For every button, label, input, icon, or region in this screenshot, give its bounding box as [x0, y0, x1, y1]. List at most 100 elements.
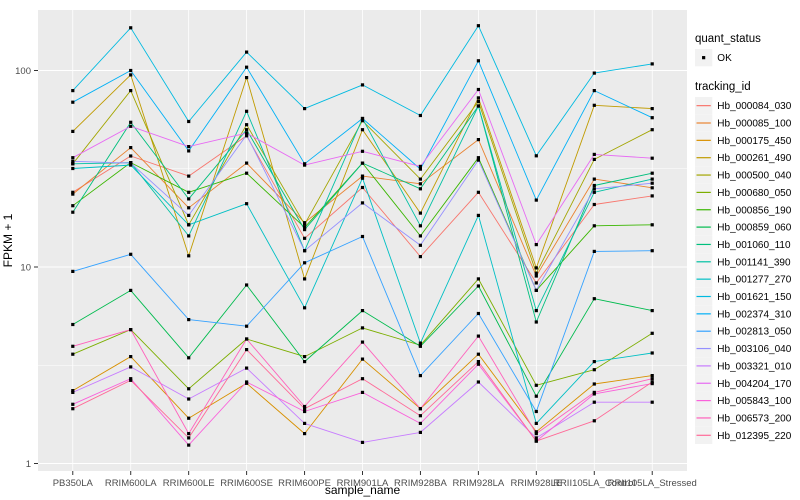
data-point — [534, 266, 538, 270]
data-point — [592, 157, 596, 161]
data-point — [360, 234, 365, 239]
data-point — [303, 261, 307, 265]
data-point — [303, 163, 307, 167]
data-point — [534, 394, 538, 398]
data-point — [360, 119, 365, 123]
data-point — [534, 288, 538, 292]
legend-item-ok: OK — [717, 53, 732, 64]
data-point — [71, 407, 75, 411]
data-point — [418, 211, 422, 215]
data-point — [476, 352, 480, 356]
data-point — [476, 24, 480, 28]
data-point — [650, 62, 654, 66]
data-point — [187, 397, 191, 401]
data-point — [360, 83, 365, 87]
legend-marker-icon — [702, 56, 706, 60]
x-tick-label: RRIM928LE — [510, 478, 562, 489]
data-point — [303, 432, 307, 436]
data-point — [534, 198, 538, 202]
data-point — [187, 223, 191, 227]
data-point — [245, 109, 249, 113]
data-point — [534, 439, 538, 443]
data-point — [245, 202, 249, 206]
data-point — [418, 113, 422, 118]
data-point — [187, 174, 191, 178]
data-point — [360, 116, 365, 121]
data-point — [476, 213, 480, 217]
data-point — [534, 309, 538, 313]
data-point — [187, 432, 191, 436]
data-point — [245, 133, 249, 137]
data-point — [71, 156, 75, 160]
x-tick-label: RRIM600LE — [163, 478, 215, 489]
data-point — [245, 50, 249, 54]
x-tick-label: RRIM600LA — [105, 478, 157, 489]
data-point — [360, 161, 365, 165]
data-point — [476, 334, 480, 338]
data-point — [360, 309, 365, 313]
data-point — [592, 183, 596, 188]
data-point — [187, 356, 191, 360]
legend-item-Hb_001060_110: Hb_001060_110 — [717, 240, 791, 251]
data-point — [303, 407, 307, 411]
data-point — [71, 402, 75, 406]
legend-item-Hb_000084_030: Hb_000084_030 — [717, 101, 791, 112]
data-point — [303, 225, 307, 229]
data-point — [476, 138, 480, 142]
data-point — [592, 297, 596, 301]
legend-item-Hb_006573_200: Hb_006573_200 — [717, 413, 791, 424]
data-point — [650, 177, 654, 181]
data-point — [418, 177, 422, 181]
data-point — [245, 283, 249, 287]
x-tick-label: RRIM600SE — [220, 478, 273, 489]
data-point — [650, 309, 654, 313]
data-point — [129, 120, 133, 124]
data-point — [71, 204, 75, 208]
data-point — [360, 357, 365, 361]
data-point — [476, 104, 480, 108]
legend-item-Hb_002374_310: Hb_002374_310 — [717, 309, 791, 320]
data-point — [71, 344, 75, 348]
data-point — [592, 249, 596, 253]
data-point — [245, 123, 249, 127]
data-point — [650, 223, 654, 227]
data-point — [187, 206, 191, 210]
data-point — [245, 337, 249, 341]
data-point — [303, 277, 307, 281]
data-point — [592, 360, 596, 364]
data-point — [476, 311, 480, 316]
data-point — [476, 59, 480, 63]
data-point — [476, 99, 480, 104]
data-point — [245, 366, 249, 370]
data-point — [534, 409, 538, 414]
legend-item-Hb_000680_050: Hb_000680_050 — [717, 188, 791, 199]
legend-item-Hb_003321_010: Hb_003321_010 — [717, 361, 791, 372]
data-point — [592, 152, 596, 156]
data-point — [129, 124, 133, 128]
x-tick-label: RRIM928BA — [394, 478, 447, 489]
data-point — [129, 163, 133, 167]
data-point — [303, 360, 307, 364]
legend-item-Hb_000261_490: Hb_000261_490 — [717, 153, 791, 164]
data-point — [592, 202, 596, 207]
x-tick-label: PB350LA — [53, 478, 94, 489]
data-point — [418, 414, 422, 418]
data-point — [418, 430, 422, 434]
data-point — [360, 377, 365, 381]
data-point — [476, 87, 480, 92]
data-point — [476, 156, 480, 160]
data-point — [476, 362, 480, 366]
data-point — [71, 352, 75, 356]
data-point — [360, 390, 365, 394]
data-point — [303, 306, 307, 310]
data-point — [650, 249, 654, 253]
data-point — [476, 158, 480, 162]
data-point — [129, 73, 133, 77]
data-point — [71, 159, 75, 163]
data-point — [187, 443, 191, 447]
data-point — [187, 416, 191, 420]
data-point — [418, 182, 422, 186]
data-point — [360, 176, 365, 180]
data-point — [650, 351, 654, 355]
data-point — [71, 89, 75, 93]
